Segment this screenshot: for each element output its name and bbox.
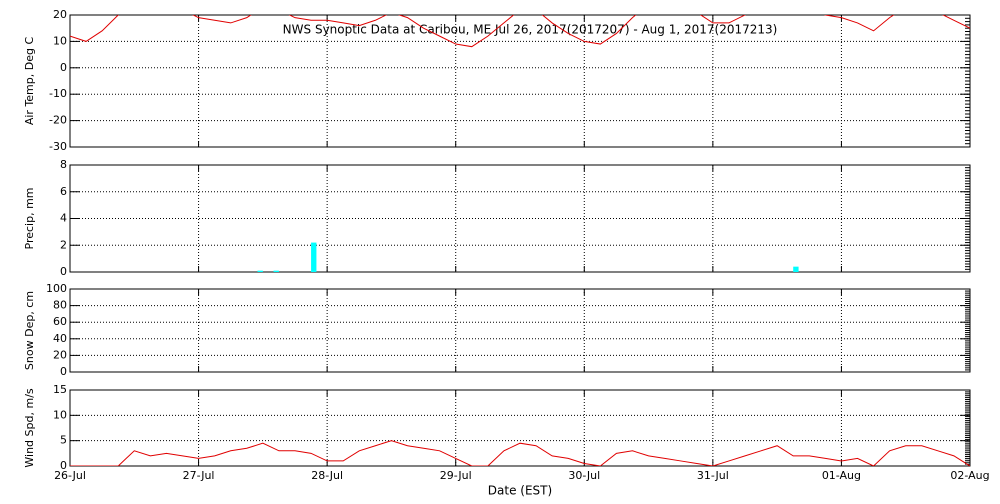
- plot-frame: [69, 288, 971, 373]
- y-tick-label: 0: [60, 365, 67, 378]
- y-tick-label: 10: [53, 34, 67, 47]
- line: [70, 15, 970, 48]
- x-tick-label: 29-Jul: [440, 469, 472, 482]
- plot-frame: [69, 164, 971, 273]
- plot-frame: [69, 14, 971, 148]
- y-axis-label: Precip, mm: [23, 188, 36, 250]
- y-tick-label: 2: [60, 238, 67, 251]
- y-axis-label: Snow Dep, cm: [23, 291, 36, 370]
- series-group: [257, 242, 799, 272]
- x-tick-label: 26-Jul: [54, 469, 86, 482]
- y-tick-label: 40: [53, 332, 67, 345]
- y-tick-label: 6: [60, 185, 67, 198]
- plot-frame: [69, 389, 971, 467]
- y-tick-label: -10: [49, 87, 67, 100]
- bar: [273, 270, 279, 272]
- series-group: [70, 15, 970, 48]
- y-axis-label: Air Temp, Deg C: [23, 37, 36, 126]
- y-tick-label: 4: [60, 212, 67, 225]
- y-axis-label: Wind Spd, m/s: [23, 388, 36, 468]
- x-tick-label: 28-Jul: [311, 469, 343, 482]
- y-tick-label: 0: [60, 61, 67, 74]
- x-tick-label: 02-Aug: [950, 469, 989, 482]
- y-tick-label: -30: [49, 140, 67, 153]
- x-tick-label: 30-Jul: [568, 469, 600, 482]
- series-group: [70, 440, 970, 466]
- x-tick-label: 01-Aug: [822, 469, 861, 482]
- y-tick-label: 100: [46, 282, 67, 295]
- chart-title: NWS Synoptic Data at Caribou, ME Jul 26,…: [283, 23, 778, 37]
- y-tick-label: 0: [60, 265, 67, 278]
- bar: [257, 270, 263, 272]
- y-tick-label: 10: [53, 408, 67, 421]
- x-tick-label: 31-Jul: [697, 469, 729, 482]
- y-tick-label: 60: [53, 315, 67, 328]
- y-tick-label: -20: [49, 114, 67, 127]
- y-tick-label: 80: [53, 299, 67, 312]
- line: [70, 440, 970, 466]
- y-tick-label: 15: [53, 383, 67, 396]
- y-tick-label: 5: [60, 434, 67, 447]
- bar: [311, 242, 317, 272]
- x-axis-label: Date (EST): [488, 484, 552, 498]
- bar: [793, 266, 799, 272]
- y-tick-label: 20: [53, 8, 67, 21]
- y-tick-label: 8: [60, 158, 67, 171]
- y-tick-label: 20: [53, 348, 67, 361]
- y-tick-label: 0: [60, 459, 67, 472]
- x-tick-label: 27-Jul: [183, 469, 215, 482]
